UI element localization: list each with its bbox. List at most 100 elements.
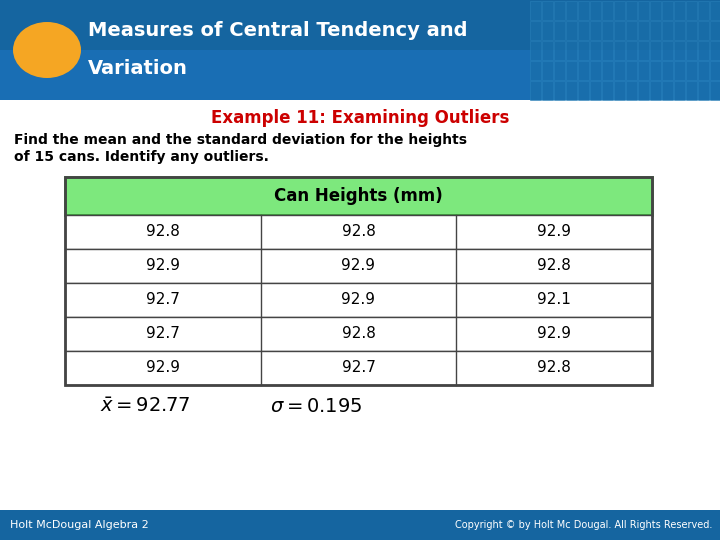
Bar <box>686 1 697 20</box>
Bar <box>698 1 709 20</box>
Text: Holt McDougal Algebra 2: Holt McDougal Algebra 2 <box>10 520 149 530</box>
Ellipse shape <box>13 22 81 78</box>
Bar <box>626 21 637 40</box>
Bar <box>590 1 601 20</box>
Bar <box>65 215 652 249</box>
Bar <box>710 61 720 80</box>
Bar <box>530 21 541 40</box>
Bar <box>614 41 625 60</box>
Bar <box>638 21 649 40</box>
Text: Measures of Central Tendency and: Measures of Central Tendency and <box>88 21 467 39</box>
Bar <box>626 81 637 100</box>
Bar <box>554 21 565 40</box>
Bar <box>686 61 697 80</box>
Bar <box>710 41 720 60</box>
Bar <box>578 1 589 20</box>
Bar <box>650 61 661 80</box>
Bar <box>578 61 589 80</box>
Bar <box>650 81 661 100</box>
Text: Find the mean and the standard deviation for the heights: Find the mean and the standard deviation… <box>14 133 467 147</box>
Text: Example 11: Examining Outliers: Example 11: Examining Outliers <box>211 109 509 127</box>
Bar <box>566 1 577 20</box>
Bar <box>65 283 652 317</box>
Bar <box>590 21 601 40</box>
Bar <box>602 81 613 100</box>
Bar <box>554 1 565 20</box>
Bar <box>530 41 541 60</box>
Bar <box>65 177 652 385</box>
Bar <box>590 81 601 100</box>
Bar <box>674 1 685 20</box>
Bar <box>0 0 720 100</box>
Bar <box>530 1 541 20</box>
Bar <box>626 41 637 60</box>
Text: 92.1: 92.1 <box>537 293 571 307</box>
Bar <box>542 21 553 40</box>
Text: 92.8: 92.8 <box>341 225 375 240</box>
Bar <box>698 61 709 80</box>
Bar <box>662 61 673 80</box>
Text: 92.7: 92.7 <box>146 327 180 341</box>
Text: 92.9: 92.9 <box>341 259 376 273</box>
Bar <box>686 81 697 100</box>
Bar <box>530 81 541 100</box>
Bar <box>566 81 577 100</box>
Bar <box>698 41 709 60</box>
Text: 92.9: 92.9 <box>341 293 376 307</box>
Bar <box>662 41 673 60</box>
Bar <box>65 317 652 351</box>
Bar <box>674 21 685 40</box>
Bar <box>602 1 613 20</box>
Bar <box>602 61 613 80</box>
Bar <box>638 61 649 80</box>
Bar <box>0 50 720 100</box>
Bar <box>542 41 553 60</box>
Bar <box>0 510 720 540</box>
Text: Can Heights (mm): Can Heights (mm) <box>274 187 443 205</box>
Text: 92.8: 92.8 <box>537 259 571 273</box>
Bar <box>638 1 649 20</box>
Bar <box>65 249 652 283</box>
Bar <box>530 61 541 80</box>
Bar <box>710 21 720 40</box>
Bar <box>542 81 553 100</box>
Bar <box>662 81 673 100</box>
Text: of 15 cans. Identify any outliers.: of 15 cans. Identify any outliers. <box>14 150 269 164</box>
Bar <box>674 61 685 80</box>
Bar <box>638 41 649 60</box>
Text: Copyright © by Holt Mc Dougal. All Rights Reserved.: Copyright © by Holt Mc Dougal. All Right… <box>454 520 712 530</box>
Bar <box>614 1 625 20</box>
Bar <box>686 41 697 60</box>
Text: 92.7: 92.7 <box>146 293 180 307</box>
Bar <box>65 317 652 351</box>
Bar <box>602 41 613 60</box>
Text: 92.8: 92.8 <box>146 225 180 240</box>
Bar <box>578 41 589 60</box>
Bar <box>554 61 565 80</box>
Text: 92.8: 92.8 <box>537 361 571 375</box>
Bar <box>65 249 652 283</box>
Text: $\bar{x} = 92.77$: $\bar{x} = 92.77$ <box>100 397 190 416</box>
Bar <box>65 351 652 385</box>
Bar <box>674 81 685 100</box>
Bar <box>578 21 589 40</box>
Bar <box>566 41 577 60</box>
Bar <box>650 41 661 60</box>
Text: 92.9: 92.9 <box>537 327 571 341</box>
Bar <box>590 61 601 80</box>
Bar <box>650 1 661 20</box>
Bar <box>602 21 613 40</box>
Text: $\sigma = 0.195$: $\sigma = 0.195$ <box>270 398 362 416</box>
Bar <box>65 177 652 215</box>
Bar <box>698 21 709 40</box>
Bar <box>674 41 685 60</box>
Bar <box>626 1 637 20</box>
Bar <box>65 177 652 215</box>
Bar <box>542 1 553 20</box>
Bar <box>65 283 652 317</box>
Bar <box>65 215 652 249</box>
Bar <box>614 21 625 40</box>
Bar <box>542 61 553 80</box>
Bar <box>566 61 577 80</box>
Bar <box>710 1 720 20</box>
